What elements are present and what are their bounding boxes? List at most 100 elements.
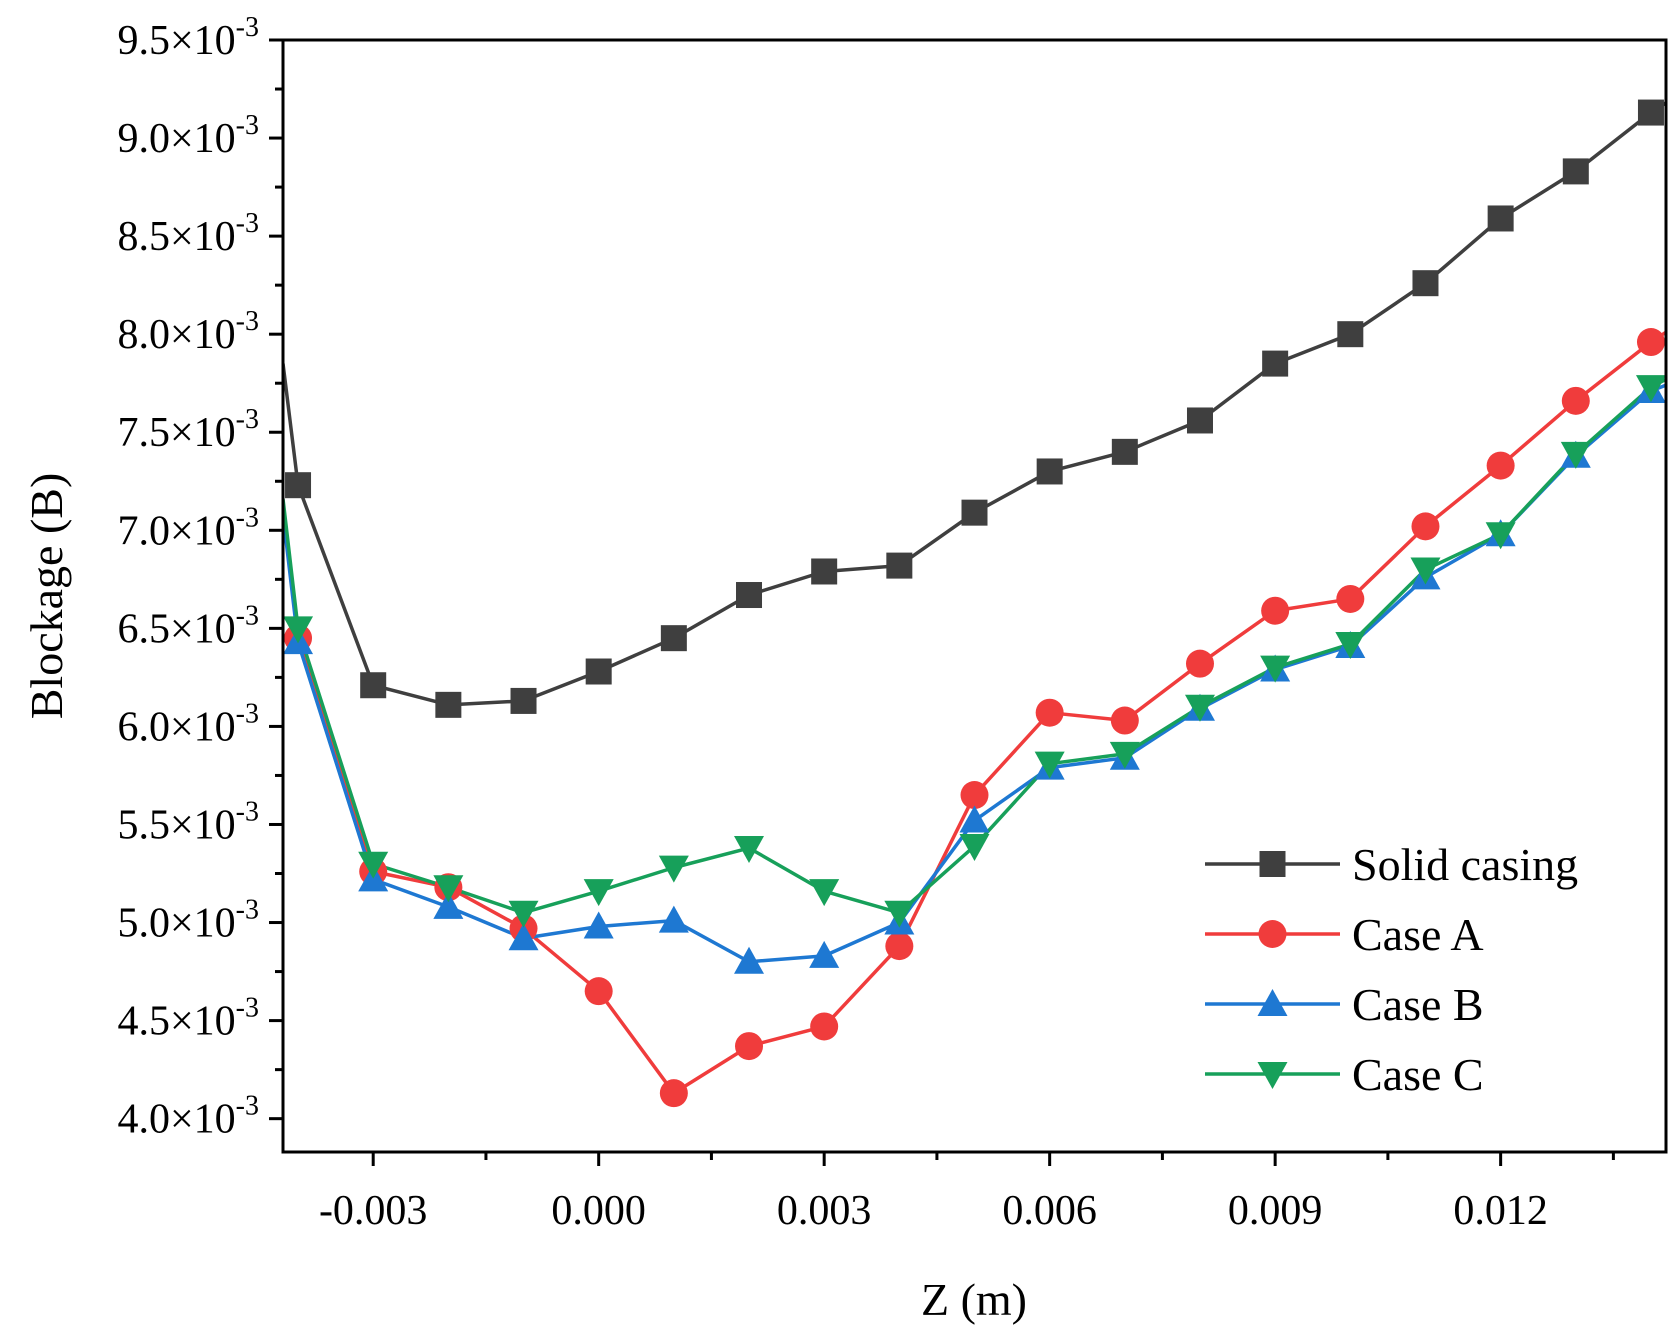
data-point-case-a — [1486, 451, 1515, 480]
data-point-case-c — [884, 900, 915, 928]
y-tick-exponent: -3 — [236, 502, 259, 533]
x-tick-label: 0.009 — [1228, 1188, 1323, 1234]
data-point-solid-casing — [285, 472, 312, 499]
data-point-solid-casing — [961, 499, 988, 526]
data-point-case-c — [959, 834, 990, 862]
y-tick-exponent: -3 — [236, 600, 259, 631]
x-tick-label: 0.003 — [777, 1188, 872, 1234]
data-point-case-c — [1184, 694, 1215, 722]
data-point-case-a — [1636, 328, 1665, 357]
data-point-solid-casing — [360, 672, 387, 699]
y-tick-exponent: -3 — [236, 796, 259, 827]
y-tick-label: 8.0×10-3 — [117, 306, 259, 358]
data-point-case-a — [885, 932, 914, 961]
y-tick-exponent: -3 — [236, 993, 259, 1024]
y-tick-label: 7.5×10-3 — [117, 404, 259, 456]
y-tick-exponent: -3 — [236, 404, 259, 435]
y-tick-mantissa: 7.0×10 — [117, 508, 235, 554]
legend-label-solid-casing: Solid casing — [1352, 839, 1578, 890]
data-point-case-a — [1185, 649, 1214, 678]
data-point-case-a — [735, 1032, 764, 1061]
x-axis-label: Z (m) — [921, 1274, 1027, 1325]
data-point-case-c — [433, 875, 464, 903]
series-line-case-c — [283, 377, 1666, 915]
x-tick-label: 0.000 — [551, 1188, 646, 1234]
data-point-case-c — [1260, 655, 1291, 683]
data-point-case-b — [959, 805, 990, 833]
y-tick-exponent: -3 — [236, 12, 259, 43]
y-tick-label: 5.5×10-3 — [117, 796, 259, 848]
data-point-solid-casing — [585, 658, 612, 685]
data-point-case-a — [1561, 386, 1590, 415]
series-line-solid-casing — [283, 101, 1666, 707]
y-tick-label: 6.0×10-3 — [117, 698, 259, 750]
legend-marker-case-b — [1257, 989, 1288, 1016]
legend-label-case-b: Case B — [1352, 979, 1484, 1030]
data-point-case-c — [809, 879, 840, 907]
data-point-case-c — [1109, 741, 1140, 769]
data-point-solid-casing — [1637, 99, 1664, 126]
data-point-case-a — [659, 1079, 688, 1108]
data-point-solid-casing — [435, 691, 462, 718]
x-tick-label: 0.006 — [1002, 1188, 1097, 1234]
data-point-case-c — [734, 836, 765, 864]
data-point-case-c — [1485, 522, 1516, 550]
data-point-solid-casing — [886, 552, 913, 579]
legend: Solid casing Case A Case B Case C — [1205, 839, 1578, 1100]
y-tick-label: 5.0×10-3 — [117, 895, 259, 947]
y-tick-mantissa: 4.0×10 — [117, 1097, 235, 1143]
y-tick-mantissa: 8.0×10 — [117, 312, 235, 358]
data-point-solid-casing — [1337, 321, 1364, 348]
data-point-solid-casing — [811, 558, 838, 585]
x-tick-label: 0.012 — [1453, 1188, 1548, 1234]
data-point-case-a — [960, 781, 989, 810]
y-tick-exponent: -3 — [236, 208, 259, 239]
data-point-case-a — [1336, 584, 1365, 613]
data-point-case-c — [658, 855, 689, 883]
data-point-case-b — [508, 923, 539, 951]
y-tick-label: 6.5×10-3 — [117, 600, 259, 652]
y-tick-mantissa: 6.5×10 — [117, 606, 235, 652]
data-point-case-a — [1110, 706, 1139, 735]
data-point-case-a — [1261, 596, 1290, 625]
data-point-case-c — [1335, 632, 1366, 660]
x-tick-label: -0.003 — [319, 1188, 428, 1234]
data-point-solid-casing — [1562, 158, 1589, 185]
y-tick-label: 4.0×10-3 — [117, 1091, 259, 1143]
data-point-case-c — [1034, 751, 1065, 779]
data-point-case-a — [584, 977, 613, 1006]
data-point-case-a — [1411, 512, 1440, 541]
legend-label-case-a: Case A — [1352, 909, 1484, 960]
plot-frame — [281, 38, 1668, 1154]
y-tick-exponent: -3 — [236, 698, 259, 729]
data-point-solid-casing — [736, 582, 763, 609]
data-point-case-c — [583, 879, 614, 907]
data-point-case-c — [283, 616, 314, 644]
y-tick-mantissa: 6.0×10 — [117, 704, 235, 750]
data-point-case-a — [1035, 698, 1064, 727]
y-tick-label: 7.0×10-3 — [117, 502, 259, 554]
data-point-solid-casing — [1412, 270, 1439, 297]
data-point-case-b — [433, 891, 464, 919]
data-point-solid-casing — [1186, 407, 1213, 434]
data-point-solid-casing — [660, 625, 687, 652]
data-point-case-c — [1635, 375, 1666, 403]
data-point-case-b — [809, 940, 840, 968]
data-point-case-c — [358, 851, 389, 879]
legend-marker-case-a — [1258, 920, 1287, 948]
data-point-solid-casing — [1487, 205, 1514, 232]
y-tick-label: 4.5×10-3 — [117, 993, 259, 1045]
y-tick-mantissa: 4.5×10 — [117, 999, 235, 1045]
data-point-case-b — [734, 946, 765, 974]
y-tick-label: 8.5×10-3 — [117, 208, 259, 260]
data-point-case-c — [508, 900, 539, 928]
y-tick-mantissa: 8.5×10 — [117, 214, 235, 260]
data-point-case-c — [1560, 441, 1591, 469]
y-tick-exponent: -3 — [236, 110, 259, 141]
data-point-case-c — [1410, 557, 1441, 585]
y-tick-exponent: -3 — [236, 895, 259, 926]
legend-marker-case-c — [1257, 1062, 1288, 1089]
data-point-solid-casing — [1262, 350, 1289, 377]
y-tick-mantissa: 9.5×10 — [117, 18, 235, 64]
